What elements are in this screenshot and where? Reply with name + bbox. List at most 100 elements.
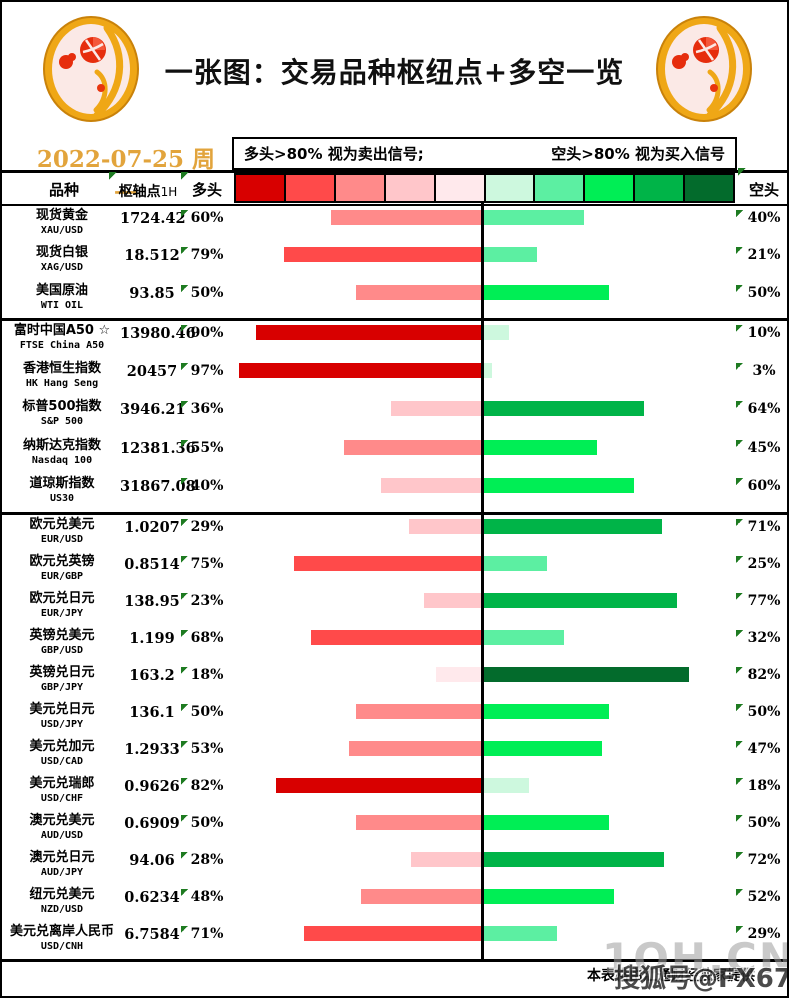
instrument-name-cell: 道琼斯指数 US30: [4, 475, 120, 505]
short-percent: 72%: [747, 852, 781, 868]
instrument-row: 美元兑加元 USD/CAD 1.2933 53% 47%: [2, 737, 787, 774]
scale-swatch: [583, 175, 634, 201]
flag-icon: [181, 667, 188, 674]
long-percent: 40%: [190, 477, 224, 494]
flag-icon: [181, 852, 188, 859]
flag-icon: [736, 741, 743, 748]
short-bar: [484, 704, 609, 719]
page-title: 一张图：交易品种枢纽点+多空一览: [164, 56, 625, 89]
scale-swatch: [283, 175, 334, 201]
short-percent: 10%: [747, 325, 781, 341]
pivot-value: 163.2: [129, 667, 175, 684]
long-percent: 28%: [190, 852, 224, 868]
instrument-row: 现货黄金 XAU/USD 1724.42 60% 40%: [2, 206, 787, 243]
instrument-code: EUR/JPY: [40, 608, 84, 619]
flag-icon: [736, 325, 743, 332]
long-bar: [276, 778, 481, 793]
short-bar: [484, 778, 529, 793]
flag-icon: [181, 325, 188, 332]
flag-icon: [181, 284, 188, 292]
instrument-name: 香港恒生指数: [22, 361, 101, 377]
long-bar: [356, 704, 481, 719]
flag-icon: [181, 363, 188, 371]
instrument-code: EUR/USD: [40, 534, 84, 545]
pivot-value: 94.06: [129, 852, 175, 869]
instrument-name: 英镑兑日元: [29, 665, 95, 680]
long-percent: 50%: [190, 704, 224, 720]
flag-icon: [181, 519, 188, 526]
instrument-row: 富时中国A50 ☆ FTSE China A50 13980.46 90% 10…: [2, 321, 787, 358]
pivot-value: 0.6909: [124, 815, 180, 832]
instrument-code: HK Hang Seng: [25, 378, 99, 390]
long-percent: 23%: [190, 593, 224, 609]
instrument-name: 纳斯达克指数: [22, 437, 101, 453]
instrument-code: GBP/JPY: [40, 682, 84, 693]
pivot-value: 136.1: [129, 704, 175, 721]
long-bar: [283, 247, 481, 263]
short-bar: [484, 401, 644, 417]
short-percent: 18%: [747, 778, 781, 794]
group-divider: [2, 318, 787, 321]
scale-swatch: [533, 175, 584, 201]
divider: [2, 204, 787, 206]
pivot-unit-label: 1H: [160, 185, 178, 199]
short-percent: 21%: [747, 247, 781, 264]
short-percent: 45%: [747, 439, 781, 456]
instrument-name-cell: 欧元兑美元 EUR/USD: [4, 516, 120, 546]
short-percent: 25%: [747, 556, 781, 572]
pivot-value: 0.8514: [124, 556, 180, 573]
scale-swatch: [483, 175, 534, 201]
watermark-account: 搜狐号@FX678: [614, 964, 787, 994]
short-bar: [484, 477, 634, 493]
signal-legend: 多头>80% 视为卖出信号; 空头>80% 视为买入信号: [232, 137, 737, 170]
flag-icon: [736, 815, 743, 822]
long-percent: 36%: [190, 401, 224, 418]
instrument-row: 美元兑瑞郎 USD/CHF 0.9626 82% 18%: [2, 774, 787, 811]
short-bar: [484, 593, 677, 608]
instrument-name: 富时中国A50 ☆: [13, 323, 111, 338]
long-bar: [436, 667, 481, 682]
instrument-code: US30: [49, 492, 75, 504]
pivot-value: 138.95: [124, 593, 180, 610]
instrument-name-cell: 纳斯达克指数 Nasdaq 100: [4, 437, 120, 467]
pivot-value: 31867.08: [120, 477, 196, 495]
instrument-name-cell: 美国原油 WTI OIL: [4, 282, 120, 312]
flag-icon: [736, 284, 743, 292]
flag-icon: [736, 704, 743, 711]
instrument-code: GBP/USD: [40, 645, 84, 656]
instrument-code: AUD/USD: [40, 830, 84, 841]
flag-icon: [181, 741, 188, 748]
instrument-name-cell: 美元兑日元 USD/JPY: [4, 701, 120, 731]
pivot-value: 12381.36: [120, 439, 196, 457]
flag-icon: [181, 247, 188, 255]
instrument-row: 澳元兑美元 AUD/USD 0.6909 50% 50%: [2, 811, 787, 848]
flag-icon: [738, 168, 746, 176]
instrument-name-cell: 标普500指数 S&P 500: [4, 398, 120, 428]
source-credit: 本表格由汇通财经独家提供: [587, 968, 755, 984]
long-bar: [408, 519, 481, 534]
instrument-name-cell: 澳元兑日元 AUD/JPY: [4, 849, 120, 879]
scale-swatch: [236, 175, 284, 201]
short-bar: [484, 556, 547, 571]
instrument-code: XAU/USD: [40, 225, 84, 236]
flag-icon: [736, 630, 743, 637]
long-percent: 68%: [190, 630, 224, 646]
long-bar: [356, 815, 481, 830]
flag-icon: [181, 556, 188, 563]
short-percent: 77%: [747, 593, 781, 609]
group-divider: [2, 512, 787, 515]
pivot-value: 0.9626: [124, 778, 180, 795]
long-percent: 29%: [190, 519, 224, 535]
instrument-name-cell: 欧元兑英镑 EUR/GBP: [4, 553, 120, 583]
long-bar: [361, 889, 481, 904]
long-bar: [356, 284, 481, 300]
short-percent: 50%: [747, 815, 781, 831]
scale-swatch: [333, 175, 384, 201]
flag-icon: [736, 247, 743, 255]
instrument-code: Nasdaq 100: [31, 454, 93, 466]
short-bar: [484, 852, 664, 867]
long-percent: 90%: [190, 325, 224, 341]
short-bar: [484, 284, 609, 300]
center-axis-line: [481, 173, 484, 959]
